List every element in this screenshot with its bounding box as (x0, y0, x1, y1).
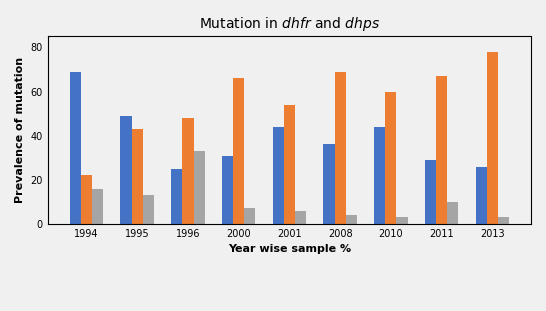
Bar (171, 169, 182, 224)
Bar (233, 78, 244, 224)
Bar (335, 72, 346, 224)
Bar (436, 76, 447, 224)
Bar (121, 116, 132, 224)
Bar (385, 91, 396, 224)
Y-axis label: Prevalence of mutation: Prevalence of mutation (15, 57, 25, 203)
Bar (70, 72, 81, 224)
Bar (81, 175, 92, 224)
Bar (295, 211, 306, 224)
Title: Mutation in $\mathit{dhfr}$ and $\mathit{dhps}$: Mutation in $\mathit{dhfr}$ and $\mathit… (199, 15, 380, 33)
Bar (143, 195, 154, 224)
Bar (182, 118, 193, 224)
Bar (374, 127, 385, 224)
Bar (284, 105, 295, 224)
Bar (132, 129, 143, 224)
Bar (498, 217, 509, 224)
Bar (323, 145, 335, 224)
Legend: Wild, Mutant, Mix: Wild, Mutant, Mix (205, 308, 374, 311)
Bar (396, 217, 407, 224)
Bar (92, 188, 103, 224)
Bar (346, 215, 357, 224)
Bar (486, 52, 498, 224)
Bar (447, 202, 458, 224)
Bar (425, 160, 436, 224)
Bar (476, 167, 486, 224)
X-axis label: Year wise sample %: Year wise sample % (228, 244, 351, 254)
Bar (222, 156, 233, 224)
Bar (193, 151, 205, 224)
Bar (244, 208, 256, 224)
Bar (272, 127, 284, 224)
